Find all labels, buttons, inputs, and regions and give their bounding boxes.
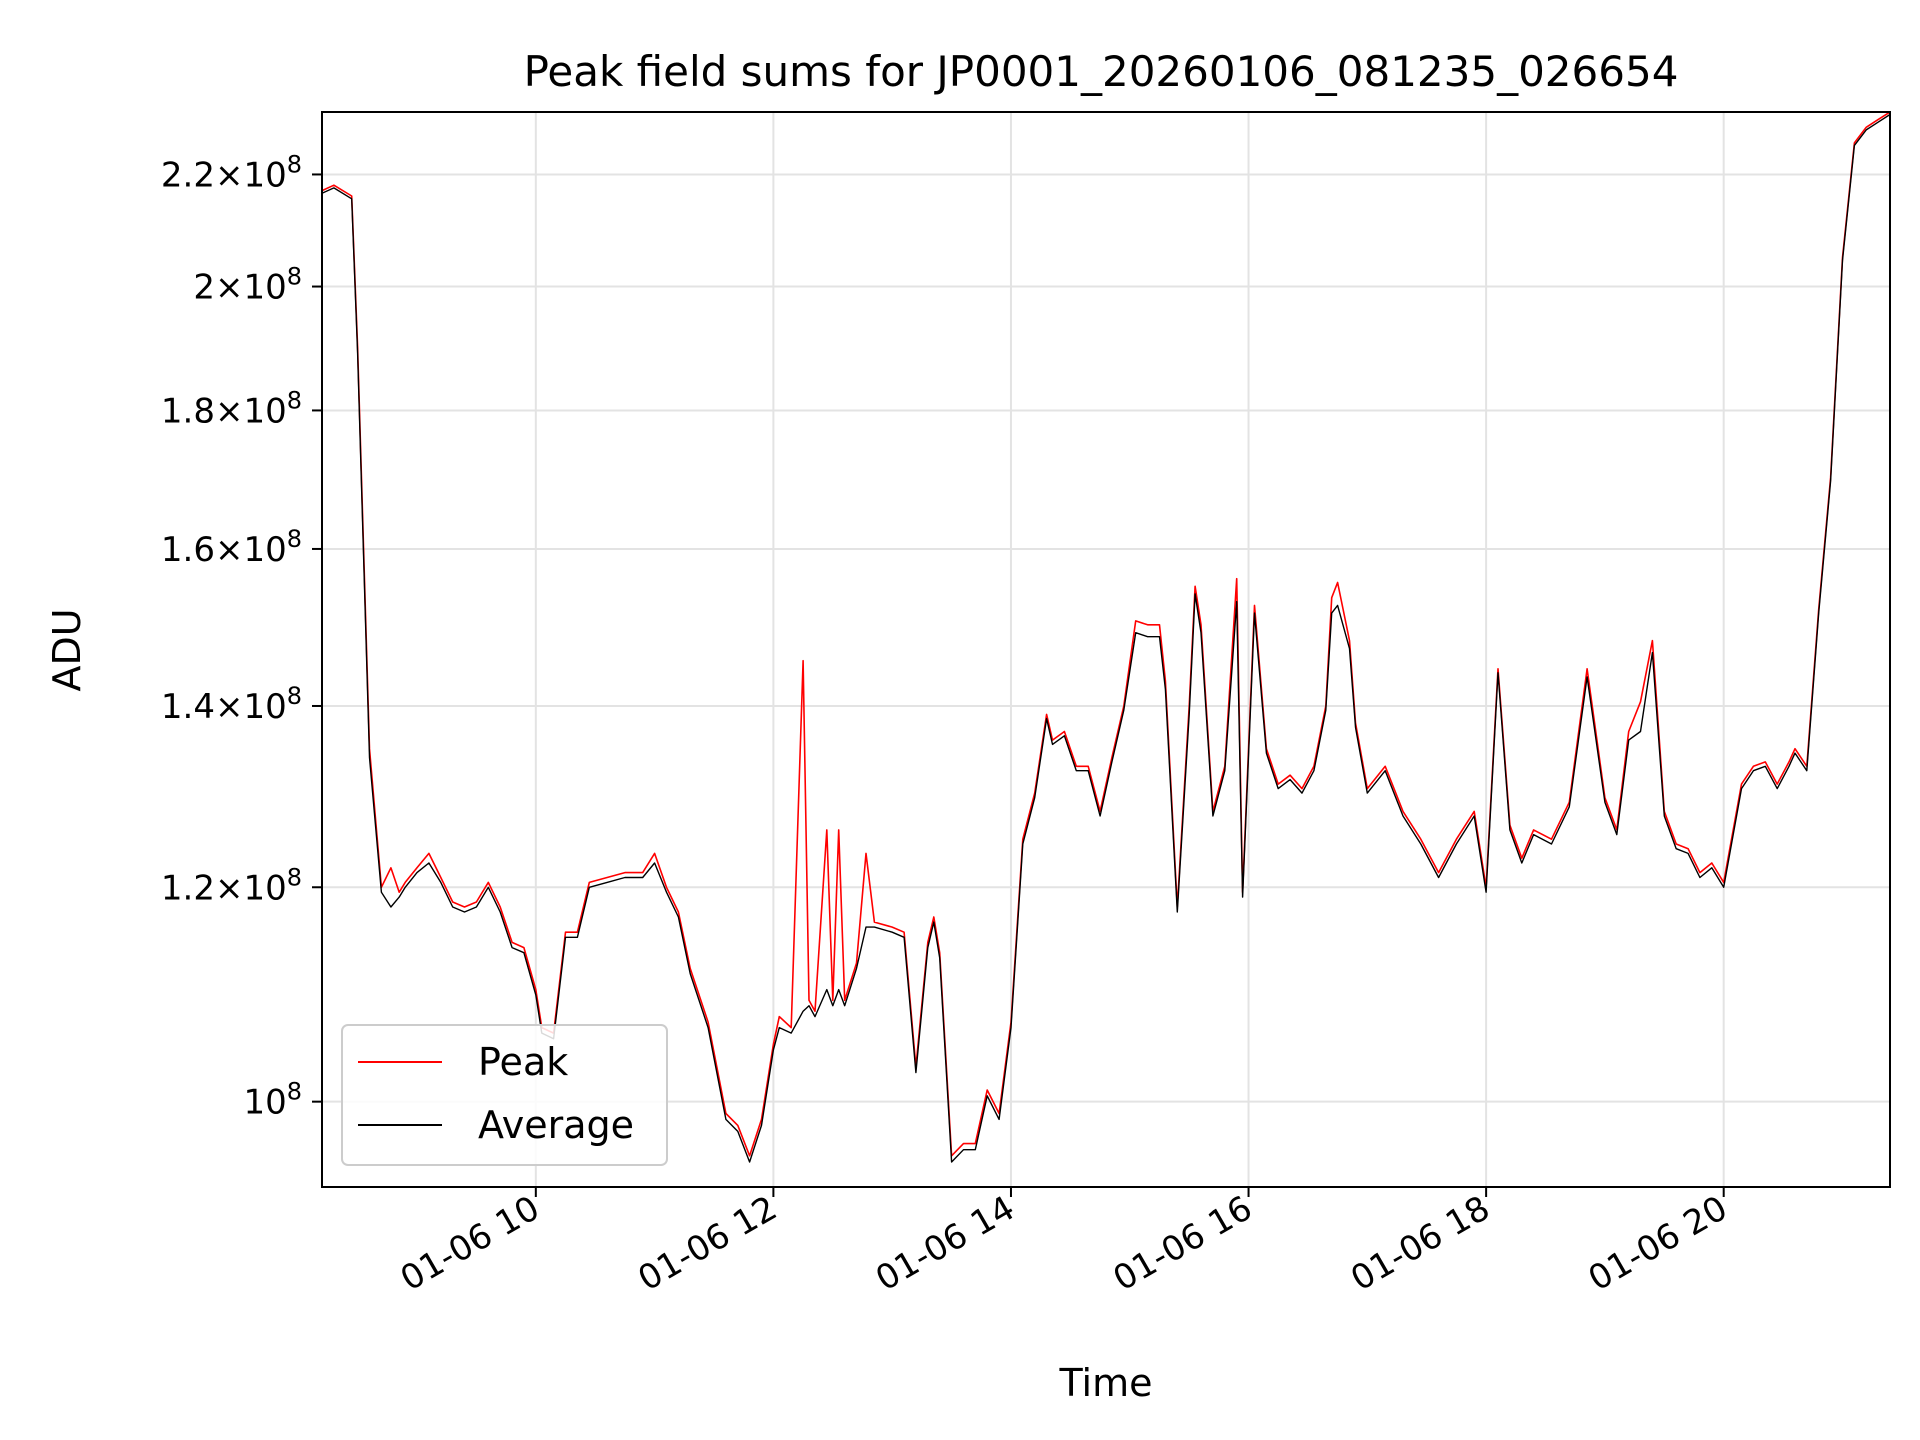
legend: Peak Average (341, 1024, 668, 1166)
chart-title: Peak field sums for JP0001_20260106_0812… (524, 47, 1679, 96)
y-tick-label: 2.2×108 (161, 150, 302, 195)
plot-area (322, 112, 1890, 1187)
series-line-average (322, 113, 1890, 1163)
series-layer (322, 112, 1890, 1163)
y-tick-label: 1.6×108 (161, 525, 302, 570)
x-axis-label: Time (1059, 1361, 1153, 1405)
series-line-peak (322, 112, 1890, 1157)
grid (322, 112, 1890, 1187)
legend-label-peak: Peak (478, 1040, 568, 1084)
y-tick-label: 108 (243, 1078, 302, 1123)
legend-label-average: Average (478, 1103, 634, 1147)
y-axis: 108 1.2×108 1.4×108 1.6×108 1.8×108 2×108 2.2×… (161, 150, 322, 1123)
y-tick-label: 1.4×108 (161, 682, 302, 727)
y-tick-label: 2×108 (193, 263, 302, 308)
plot-frame (321, 111, 1891, 1188)
y-tick-label: 1.2×108 (161, 863, 302, 908)
y-axis-label: ADU (45, 608, 89, 691)
y-tick-label: 1.8×108 (161, 386, 302, 431)
legend-box (341, 1024, 668, 1166)
